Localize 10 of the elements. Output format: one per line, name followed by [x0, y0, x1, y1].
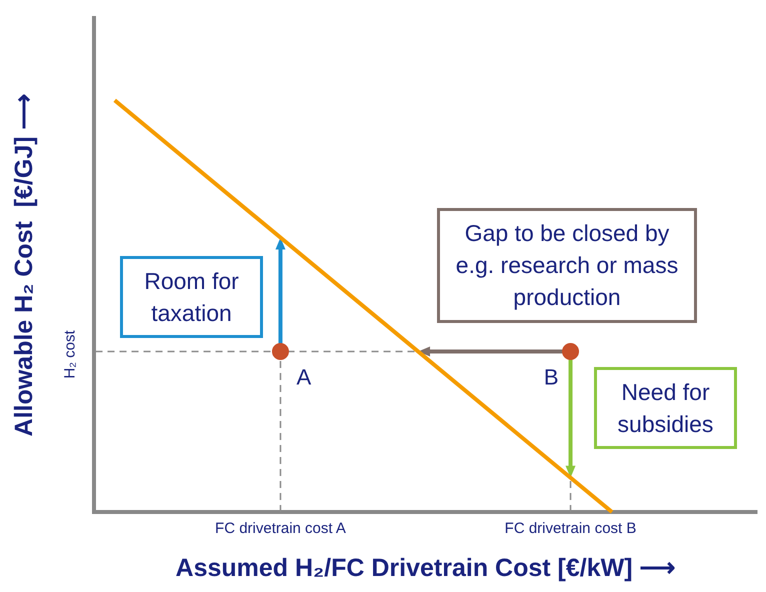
annotation: Room for taxation — [120, 256, 263, 338]
x-tick-label: FC drivetrain cost A — [215, 520, 346, 538]
text: H₂ cost — [62, 330, 79, 379]
annotation: B — [544, 364, 559, 390]
x-tick-label: FC drivetrain cost B — [504, 520, 636, 538]
y-axis-title: Allowable H₂ Cost [€/GJ] ⟶ — [10, 94, 38, 436]
x-axis-title: Assumed H₂/FC Drivetrain Cost [€/kW] ⟶ — [176, 554, 676, 582]
annotation: Gap to be closed by e.g. research or mass production — [437, 208, 697, 323]
annotation: Need for subsidies — [594, 367, 737, 450]
annotation: A — [296, 364, 312, 390]
